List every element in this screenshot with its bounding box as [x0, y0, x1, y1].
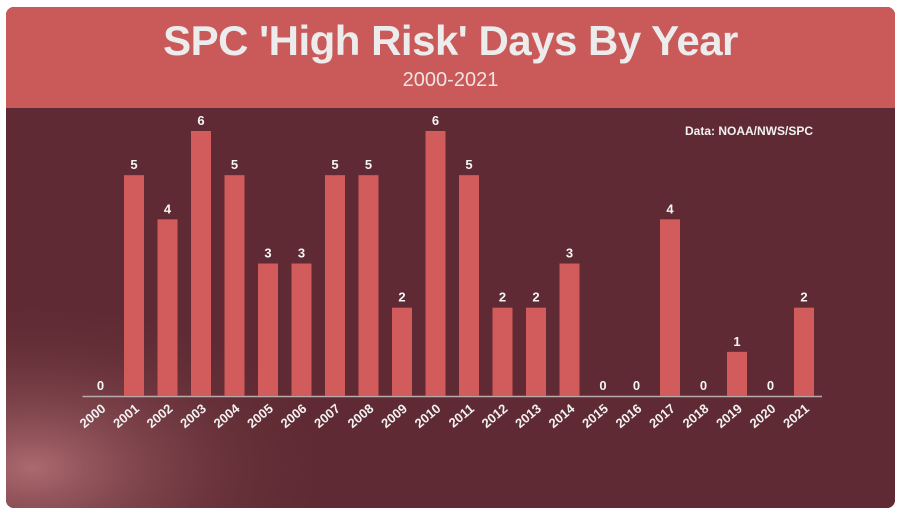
- data-label-2008: 5: [365, 157, 372, 172]
- data-label-2015: 0: [599, 378, 606, 393]
- data-label-2002: 4: [164, 201, 172, 216]
- data-label-2000: 0: [97, 378, 104, 393]
- bar-2014: [559, 263, 580, 396]
- x-tick-2011: 2011: [446, 401, 477, 431]
- x-tick-2013: 2013: [512, 401, 544, 431]
- data-label-2010: 6: [432, 113, 439, 128]
- data-label-2012: 2: [499, 290, 506, 305]
- data-label-2020: 0: [767, 378, 774, 393]
- bar-chart: 0200052001420026200352004320053200652007…: [77, 113, 822, 431]
- data-label-2005: 3: [264, 246, 271, 261]
- chart-subtitle: 2000-2021: [402, 69, 499, 91]
- x-tick-2014: 2014: [546, 400, 578, 431]
- x-tick-2004: 2004: [211, 400, 243, 431]
- data-label-2011: 5: [465, 157, 472, 172]
- bar-2010: [425, 131, 446, 396]
- x-tick-2015: 2015: [579, 401, 611, 431]
- bar-2013: [526, 307, 546, 396]
- bar-2011: [459, 175, 479, 396]
- x-tick-2018: 2018: [680, 401, 712, 431]
- bar-2019: [727, 351, 747, 396]
- bar-2002: [157, 219, 178, 396]
- bar-2012: [492, 307, 513, 396]
- x-tick-2008: 2008: [345, 401, 377, 431]
- bar-2005: [258, 263, 278, 396]
- x-tick-2000: 2000: [77, 401, 109, 431]
- x-tick-2010: 2010: [412, 401, 444, 431]
- data-label-2007: 5: [331, 157, 338, 172]
- x-tick-2016: 2016: [613, 401, 645, 431]
- x-tick-2002: 2002: [144, 401, 176, 431]
- x-tick-2003: 2003: [177, 401, 209, 431]
- data-label-2006: 3: [298, 246, 305, 261]
- bar-2017: [660, 219, 680, 396]
- bar-2008: [358, 175, 379, 396]
- data-label-2014: 3: [566, 246, 573, 261]
- bar-2004: [224, 175, 245, 396]
- x-tick-2006: 2006: [278, 401, 310, 431]
- data-label-2018: 0: [700, 378, 707, 393]
- data-label-2019: 1: [733, 334, 740, 349]
- x-tick-2007: 2007: [311, 401, 343, 431]
- data-label-2004: 5: [231, 157, 238, 172]
- chart-title: SPC 'High Risk' Days By Year: [163, 17, 738, 64]
- bar-2003: [191, 131, 211, 396]
- x-tick-2001: 2001: [110, 401, 142, 431]
- data-label-2016: 0: [633, 378, 640, 393]
- data-source-note: Data: NOAA/NWS/SPC: [684, 124, 813, 138]
- data-label-2017: 4: [666, 201, 674, 216]
- x-tick-2020: 2020: [747, 401, 779, 431]
- bar-2006: [291, 263, 312, 396]
- data-label-2001: 5: [130, 157, 137, 172]
- x-tick-2005: 2005: [244, 401, 276, 431]
- chart-header: SPC 'High Risk' Days By Year 2000-2021: [6, 7, 895, 108]
- bar-2001: [124, 175, 144, 396]
- x-tick-2009: 2009: [378, 401, 410, 431]
- chart-card: SPC 'High Risk' Days By Year 2000-2021 D…: [6, 7, 895, 508]
- bar-2007: [325, 175, 345, 396]
- x-tick-2012: 2012: [479, 401, 511, 431]
- data-label-2021: 2: [800, 290, 807, 305]
- bar-2009: [392, 307, 412, 396]
- x-tick-2021: 2021: [780, 401, 812, 431]
- data-label-2013: 2: [532, 290, 539, 305]
- x-tick-2019: 2019: [713, 401, 745, 431]
- bar-2021: [794, 307, 814, 396]
- data-label-2009: 2: [398, 290, 405, 305]
- x-tick-2017: 2017: [646, 401, 678, 431]
- data-label-2003: 6: [197, 113, 204, 128]
